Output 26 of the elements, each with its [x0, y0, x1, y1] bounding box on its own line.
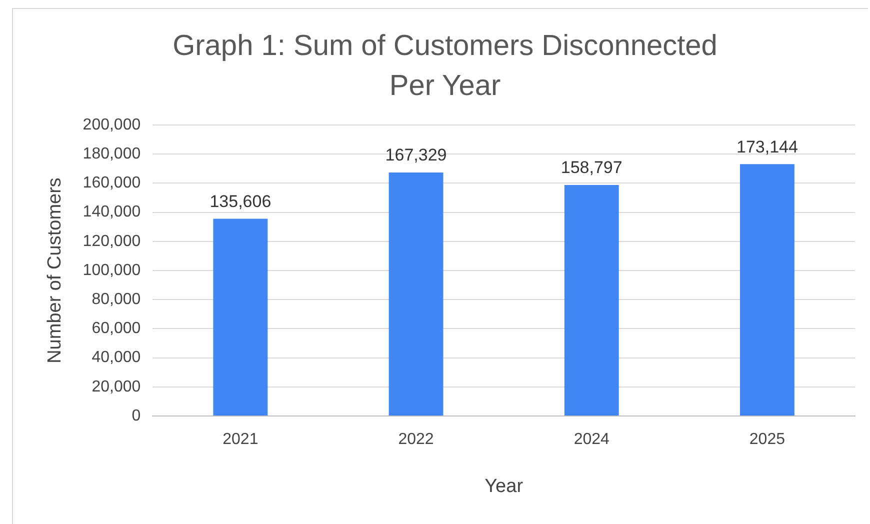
y-tick-label: 60,000: [92, 320, 141, 338]
y-tick-label: 40,000: [92, 349, 141, 366]
bar: [564, 184, 619, 416]
bar: [740, 164, 794, 416]
y-tick-label: 140,000: [82, 204, 141, 221]
chart-title: Graph 1: Sum of Customers Disconnected Per Year: [172, 29, 718, 104]
y-tick-label: 80,000: [92, 291, 141, 308]
y-tick-label: 180,000: [82, 146, 141, 163]
y-axis-title: Number of Customers: [44, 178, 66, 364]
x-tick-label: 2021: [222, 431, 258, 448]
data-label: 167,329: [385, 146, 447, 165]
x-axis-title: Year: [484, 476, 524, 497]
y-tick-label: 20,000: [92, 378, 141, 396]
x-tick-label: 2025: [749, 431, 786, 448]
data-label: 158,797: [560, 158, 622, 178]
y-tick-label: 160,000: [82, 174, 141, 192]
data-label: 173,144: [736, 137, 798, 156]
bar: [213, 218, 268, 416]
y-tick-label: 100,000: [82, 262, 141, 279]
x-tick-label: 2024: [574, 431, 610, 448]
y-tick-label: 0: [132, 407, 141, 424]
data-label: 135,606: [210, 192, 272, 211]
x-tick-label: 2022: [398, 431, 434, 448]
bar: [388, 172, 444, 416]
y-tick-label: 120,000: [82, 232, 141, 250]
y-tick-label: 200,000: [82, 116, 141, 134]
